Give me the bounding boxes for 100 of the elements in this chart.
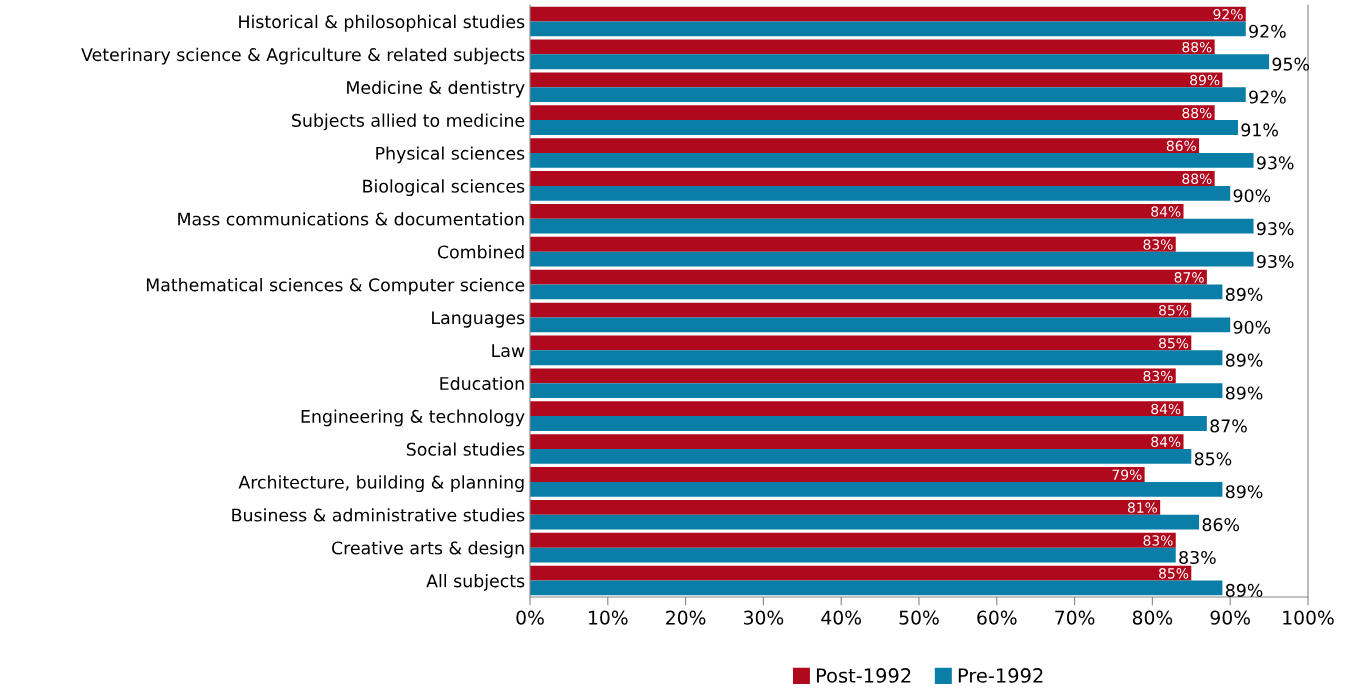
bar bbox=[530, 54, 1270, 70]
bar bbox=[530, 383, 1223, 399]
data-label: 84% bbox=[1151, 206, 1181, 217]
bar bbox=[530, 416, 1207, 431]
data-label: 89% bbox=[1225, 386, 1263, 400]
x-tick-label: 100% bbox=[1283, 610, 1334, 625]
x-tick-label: 30% bbox=[743, 610, 784, 625]
y-tick-label: Medicine & dentistry bbox=[347, 80, 525, 98]
data-label: 91% bbox=[1241, 123, 1278, 137]
data-label: 92% bbox=[1249, 24, 1286, 38]
data-label: 81% bbox=[1127, 502, 1158, 513]
data-label: 89% bbox=[1225, 485, 1263, 499]
x-tick-label: 20% bbox=[666, 610, 706, 625]
y-tick-label: Combined bbox=[437, 245, 524, 259]
data-label: 92% bbox=[1213, 9, 1243, 20]
data-label: 90% bbox=[1233, 189, 1271, 203]
x-tick-label: 80% bbox=[1132, 610, 1173, 625]
bar bbox=[530, 6, 1246, 22]
x-tick-label: 70% bbox=[1055, 610, 1095, 625]
x-tick-label: 60% bbox=[977, 610, 1017, 625]
bar bbox=[530, 481, 1223, 497]
data-label: 83% bbox=[1143, 239, 1173, 250]
y-tick-label: Mathematical sciences & Computer science bbox=[146, 277, 525, 295]
data-label: 83% bbox=[1143, 535, 1173, 546]
data-label: 83% bbox=[1179, 550, 1216, 565]
bar bbox=[530, 251, 1254, 267]
bar bbox=[530, 236, 1176, 252]
data-label: 89% bbox=[1225, 353, 1263, 367]
bar bbox=[530, 105, 1215, 121]
data-label: 87% bbox=[1210, 419, 1247, 433]
data-label: 86% bbox=[1202, 518, 1240, 532]
bar bbox=[530, 350, 1223, 366]
bar bbox=[530, 302, 1192, 318]
data-label: 84% bbox=[1151, 403, 1181, 415]
data-label: 83% bbox=[1143, 370, 1173, 382]
x-tick-label: 50% bbox=[899, 610, 939, 625]
bar bbox=[530, 401, 1184, 417]
data-label: 85% bbox=[1159, 305, 1189, 316]
data-label: 84% bbox=[1151, 436, 1181, 448]
y-tick-label: Law bbox=[492, 344, 525, 358]
data-label: 92% bbox=[1249, 90, 1286, 104]
data-label: 90% bbox=[1233, 320, 1271, 334]
bar bbox=[530, 87, 1246, 103]
y-tick-label: Historical & philosophical studies bbox=[239, 14, 525, 32]
data-label: 85% bbox=[1159, 337, 1189, 349]
data-label: 86% bbox=[1166, 140, 1196, 152]
data-label: 95% bbox=[1272, 57, 1310, 71]
y-tick-label: Subjects allied to medicine bbox=[292, 113, 525, 131]
x-tick-label: 10% bbox=[589, 610, 628, 625]
y-tick-label: Veterinary science & Agriculture & related subjects bbox=[81, 47, 525, 65]
data-label: 88% bbox=[1182, 107, 1212, 119]
legend-label: Post-1992 bbox=[816, 668, 911, 683]
y-tick-label: Social studies bbox=[406, 442, 525, 456]
y-tick-label: All subjects bbox=[426, 573, 525, 591]
bar bbox=[530, 532, 1176, 548]
y-tick-label: Creative arts & design bbox=[332, 541, 524, 558]
data-label: 79% bbox=[1112, 469, 1142, 480]
bar bbox=[530, 153, 1254, 168]
bar bbox=[530, 171, 1215, 186]
data-label: 89% bbox=[1225, 287, 1263, 301]
data-label: 87% bbox=[1174, 272, 1204, 283]
bar bbox=[530, 368, 1176, 384]
bar bbox=[530, 269, 1207, 285]
y-tick-label: Languages bbox=[432, 311, 525, 328]
y-tick-label: Biological sciences bbox=[363, 179, 525, 197]
bar bbox=[530, 565, 1192, 581]
y-tick-label: Architecture, building & planning bbox=[238, 475, 524, 493]
bar bbox=[530, 39, 1215, 55]
data-label: 85% bbox=[1159, 568, 1189, 579]
legend-label: Pre-1992 bbox=[958, 668, 1043, 683]
data-label: 88% bbox=[1182, 173, 1212, 184]
data-label: 88% bbox=[1182, 41, 1212, 53]
bar bbox=[530, 499, 1161, 515]
x-tick-label: 90% bbox=[1210, 610, 1250, 625]
bar bbox=[530, 120, 1238, 135]
bar bbox=[530, 203, 1184, 219]
bar bbox=[530, 547, 1176, 563]
data-label: 89% bbox=[1190, 74, 1220, 86]
bar bbox=[530, 335, 1192, 351]
bar bbox=[530, 514, 1200, 530]
bar bbox=[530, 580, 1223, 596]
bar bbox=[530, 284, 1223, 300]
y-tick-label: Business & administrative studies bbox=[232, 508, 525, 522]
bar bbox=[530, 449, 1192, 464]
data-label: 93% bbox=[1256, 156, 1294, 170]
data-label: 89% bbox=[1225, 583, 1263, 597]
bar bbox=[530, 434, 1184, 449]
bar bbox=[530, 185, 1231, 201]
y-tick-label: Mass communications & documentation bbox=[178, 212, 524, 226]
y-tick-label: Education bbox=[440, 376, 524, 391]
x-tick-label: 40% bbox=[821, 610, 861, 625]
data-label: 93% bbox=[1256, 254, 1294, 269]
bar bbox=[530, 138, 1200, 153]
bar bbox=[530, 72, 1223, 88]
data-label: 85% bbox=[1194, 452, 1232, 466]
y-tick-label: Engineering & technology bbox=[301, 409, 525, 427]
bar bbox=[530, 21, 1246, 37]
bar bbox=[530, 317, 1231, 333]
data-label: 93% bbox=[1256, 222, 1294, 236]
y-tick-label: Physical sciences bbox=[376, 146, 525, 164]
